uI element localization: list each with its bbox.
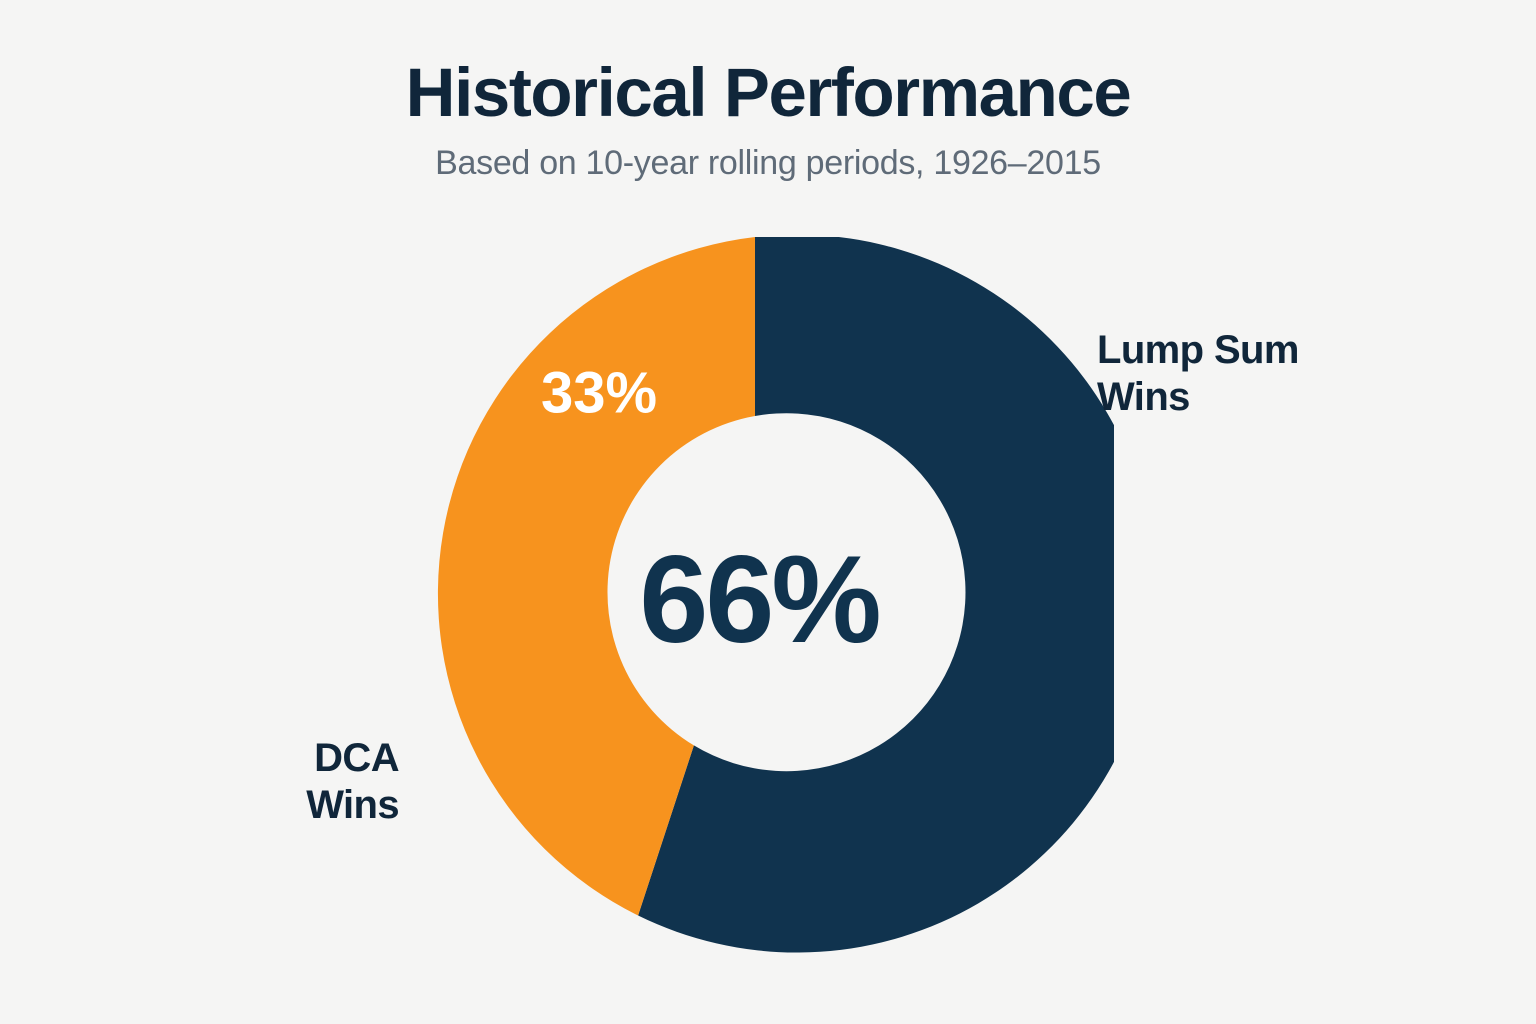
callout-label-lump-sum: Lump Sum Wins (1097, 328, 1299, 420)
chart-subtitle: Based on 10-year rolling periods, 1926–2… (435, 144, 1101, 182)
donut-slice-lump-sum[interactable] (638, 237, 1114, 953)
donut-slice-dca[interactable] (437, 237, 755, 916)
donut-chart: 33% (396, 237, 1114, 955)
callout-label-dca: DCA Wins (306, 736, 399, 828)
donut-chart-svg: 33% (437, 237, 1114, 953)
page-title: Historical Performance (405, 54, 1132, 131)
chart-header: Historical Performance Based on 10-year … (0, 0, 1536, 182)
slice-value-orange: 33% (541, 360, 657, 425)
